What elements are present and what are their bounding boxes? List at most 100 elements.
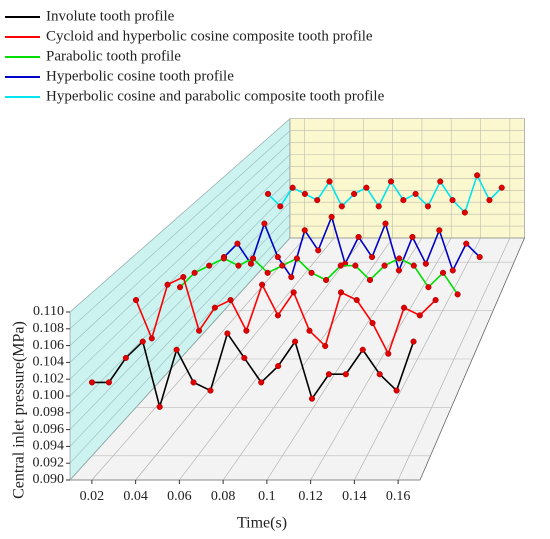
data-point <box>486 197 493 204</box>
y-tick-label: 0.090 <box>33 472 65 487</box>
data-point <box>337 262 344 269</box>
data-point <box>224 330 231 337</box>
x-axis-label: Time(s) <box>237 515 287 532</box>
data-point <box>264 190 272 197</box>
data-point <box>400 197 407 204</box>
data-point <box>308 395 316 402</box>
y-tick-label: 0.106 <box>33 338 65 353</box>
data-point <box>337 289 345 296</box>
data-point <box>416 312 423 319</box>
grid-line <box>69 154 291 363</box>
data-point <box>376 371 383 378</box>
data-point <box>275 363 282 370</box>
data-point <box>498 184 505 191</box>
data-point <box>395 267 402 274</box>
data-point <box>382 220 389 227</box>
data-point <box>359 346 366 353</box>
legend-label: Cycloid and hyperbolic cosine composite … <box>46 28 373 44</box>
y-tick-label: 0.108 <box>33 321 65 336</box>
grid-line <box>69 190 291 414</box>
data-point <box>476 253 483 261</box>
data-point <box>274 253 281 261</box>
data-point <box>366 276 374 284</box>
data-point <box>122 354 129 361</box>
data-point <box>410 338 417 345</box>
data-point <box>139 338 146 345</box>
y-axis-label: Central inlet pressure(MPa) <box>11 321 28 499</box>
data-point <box>400 304 408 311</box>
y-tick-label: 0.110 <box>33 304 64 319</box>
data-point <box>326 178 333 185</box>
data-point <box>355 233 362 241</box>
grid-line <box>69 142 291 346</box>
x-tick-label: 0.02 <box>80 489 105 504</box>
data-point <box>220 255 227 262</box>
data-point <box>351 190 358 197</box>
series-line <box>223 214 481 280</box>
data-point <box>363 184 370 191</box>
data-point <box>375 203 382 210</box>
x-tick-label: 0.16 <box>386 489 411 504</box>
data-point <box>412 190 419 197</box>
data-point <box>241 354 248 361</box>
data-point <box>148 335 155 342</box>
data-point <box>227 296 234 304</box>
data-point <box>323 276 330 284</box>
data-point <box>454 291 461 298</box>
data-point <box>206 262 213 269</box>
data-point <box>258 379 265 386</box>
data-point <box>410 262 417 269</box>
data-point <box>381 262 388 269</box>
data-point <box>196 327 203 334</box>
y-tick-label: 0.092 <box>33 455 65 470</box>
data-point <box>308 269 315 276</box>
data-point <box>425 284 432 291</box>
data-point <box>461 209 468 216</box>
x-tick-label: 0.14 <box>342 489 367 504</box>
data-point <box>211 304 218 311</box>
data-point <box>250 255 257 262</box>
data-point <box>279 262 286 269</box>
data-point <box>325 371 332 378</box>
data-point <box>293 255 300 262</box>
data-point <box>432 296 439 304</box>
data-point <box>301 190 308 197</box>
data-point <box>243 327 250 334</box>
data-point <box>463 240 470 247</box>
data-point <box>338 203 345 210</box>
data-point <box>164 281 171 288</box>
data-point <box>322 342 329 350</box>
data-point <box>274 312 281 319</box>
data-point <box>176 284 184 291</box>
data-point <box>292 338 299 345</box>
y-tick-label: 0.094 <box>33 439 65 454</box>
legend-label: Hyperbolic cosine tooth profile <box>46 68 234 84</box>
data-point <box>207 387 214 394</box>
data-point <box>289 184 296 191</box>
data-point <box>277 203 284 210</box>
data-point <box>288 274 295 281</box>
data-point <box>247 260 254 267</box>
data-point <box>105 379 112 386</box>
data-point <box>396 255 403 262</box>
series-line <box>135 275 437 356</box>
data-point <box>439 269 447 276</box>
data-point <box>328 213 335 220</box>
grid-line <box>69 130 291 330</box>
data-point <box>436 227 443 234</box>
data-point <box>301 227 308 234</box>
data-point <box>190 379 197 386</box>
grid-line <box>69 118 291 313</box>
x-tick-label: 0.12 <box>298 489 323 504</box>
data-point <box>342 371 349 378</box>
data-point <box>264 269 271 276</box>
x-tick-label: 0.08 <box>211 489 236 504</box>
data-point <box>314 197 321 204</box>
legend-label: Involute tooth profile <box>46 8 175 24</box>
data-point <box>353 296 360 304</box>
data-point <box>290 289 297 296</box>
data-point <box>437 178 444 185</box>
data-point <box>88 379 96 386</box>
grid-line <box>69 202 291 430</box>
